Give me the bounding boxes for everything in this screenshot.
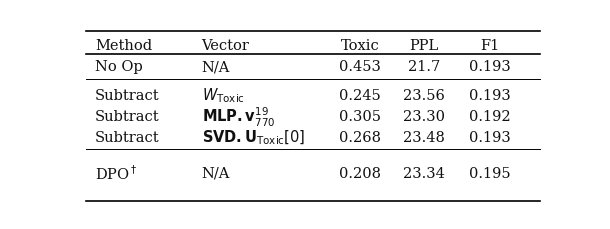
Text: 0.195: 0.195 — [469, 166, 511, 180]
Text: 0.245: 0.245 — [339, 88, 381, 102]
Text: Vector: Vector — [201, 39, 249, 53]
Text: 23.56: 23.56 — [403, 88, 445, 102]
Text: PPL: PPL — [409, 39, 439, 53]
Text: 0.208: 0.208 — [339, 166, 381, 180]
Text: Subtract: Subtract — [95, 88, 160, 102]
Text: No Op: No Op — [95, 60, 143, 74]
Text: 0.453: 0.453 — [339, 60, 381, 74]
Text: $W_{\mathregular{Toxic}}$: $W_{\mathregular{Toxic}}$ — [201, 86, 245, 105]
Text: 21.7: 21.7 — [407, 60, 440, 74]
Text: DPO$^\dagger$: DPO$^\dagger$ — [95, 164, 138, 182]
Text: 0.192: 0.192 — [469, 109, 511, 123]
Text: $\mathbf{MLP.v}^{19}_{770}$: $\mathbf{MLP.v}^{19}_{770}$ — [201, 105, 275, 128]
Text: N/A: N/A — [201, 166, 230, 180]
Text: Toxic: Toxic — [340, 39, 379, 53]
Text: 0.268: 0.268 — [339, 131, 381, 145]
Text: 0.305: 0.305 — [339, 109, 381, 123]
Text: 23.30: 23.30 — [403, 109, 445, 123]
Text: 0.193: 0.193 — [469, 131, 511, 145]
Text: 0.193: 0.193 — [469, 88, 511, 102]
Text: Subtract: Subtract — [95, 131, 160, 145]
Text: $\mathbf{SVD.U}_{\mathregular{Toxic}}[0]$: $\mathbf{SVD.U}_{\mathregular{Toxic}}[0]… — [201, 128, 305, 147]
Text: N/A: N/A — [201, 60, 230, 74]
Text: F1: F1 — [480, 39, 500, 53]
Text: 0.193: 0.193 — [469, 60, 511, 74]
Text: Method: Method — [95, 39, 152, 53]
Text: 23.34: 23.34 — [403, 166, 445, 180]
Text: Subtract: Subtract — [95, 109, 160, 123]
Text: 23.48: 23.48 — [403, 131, 445, 145]
